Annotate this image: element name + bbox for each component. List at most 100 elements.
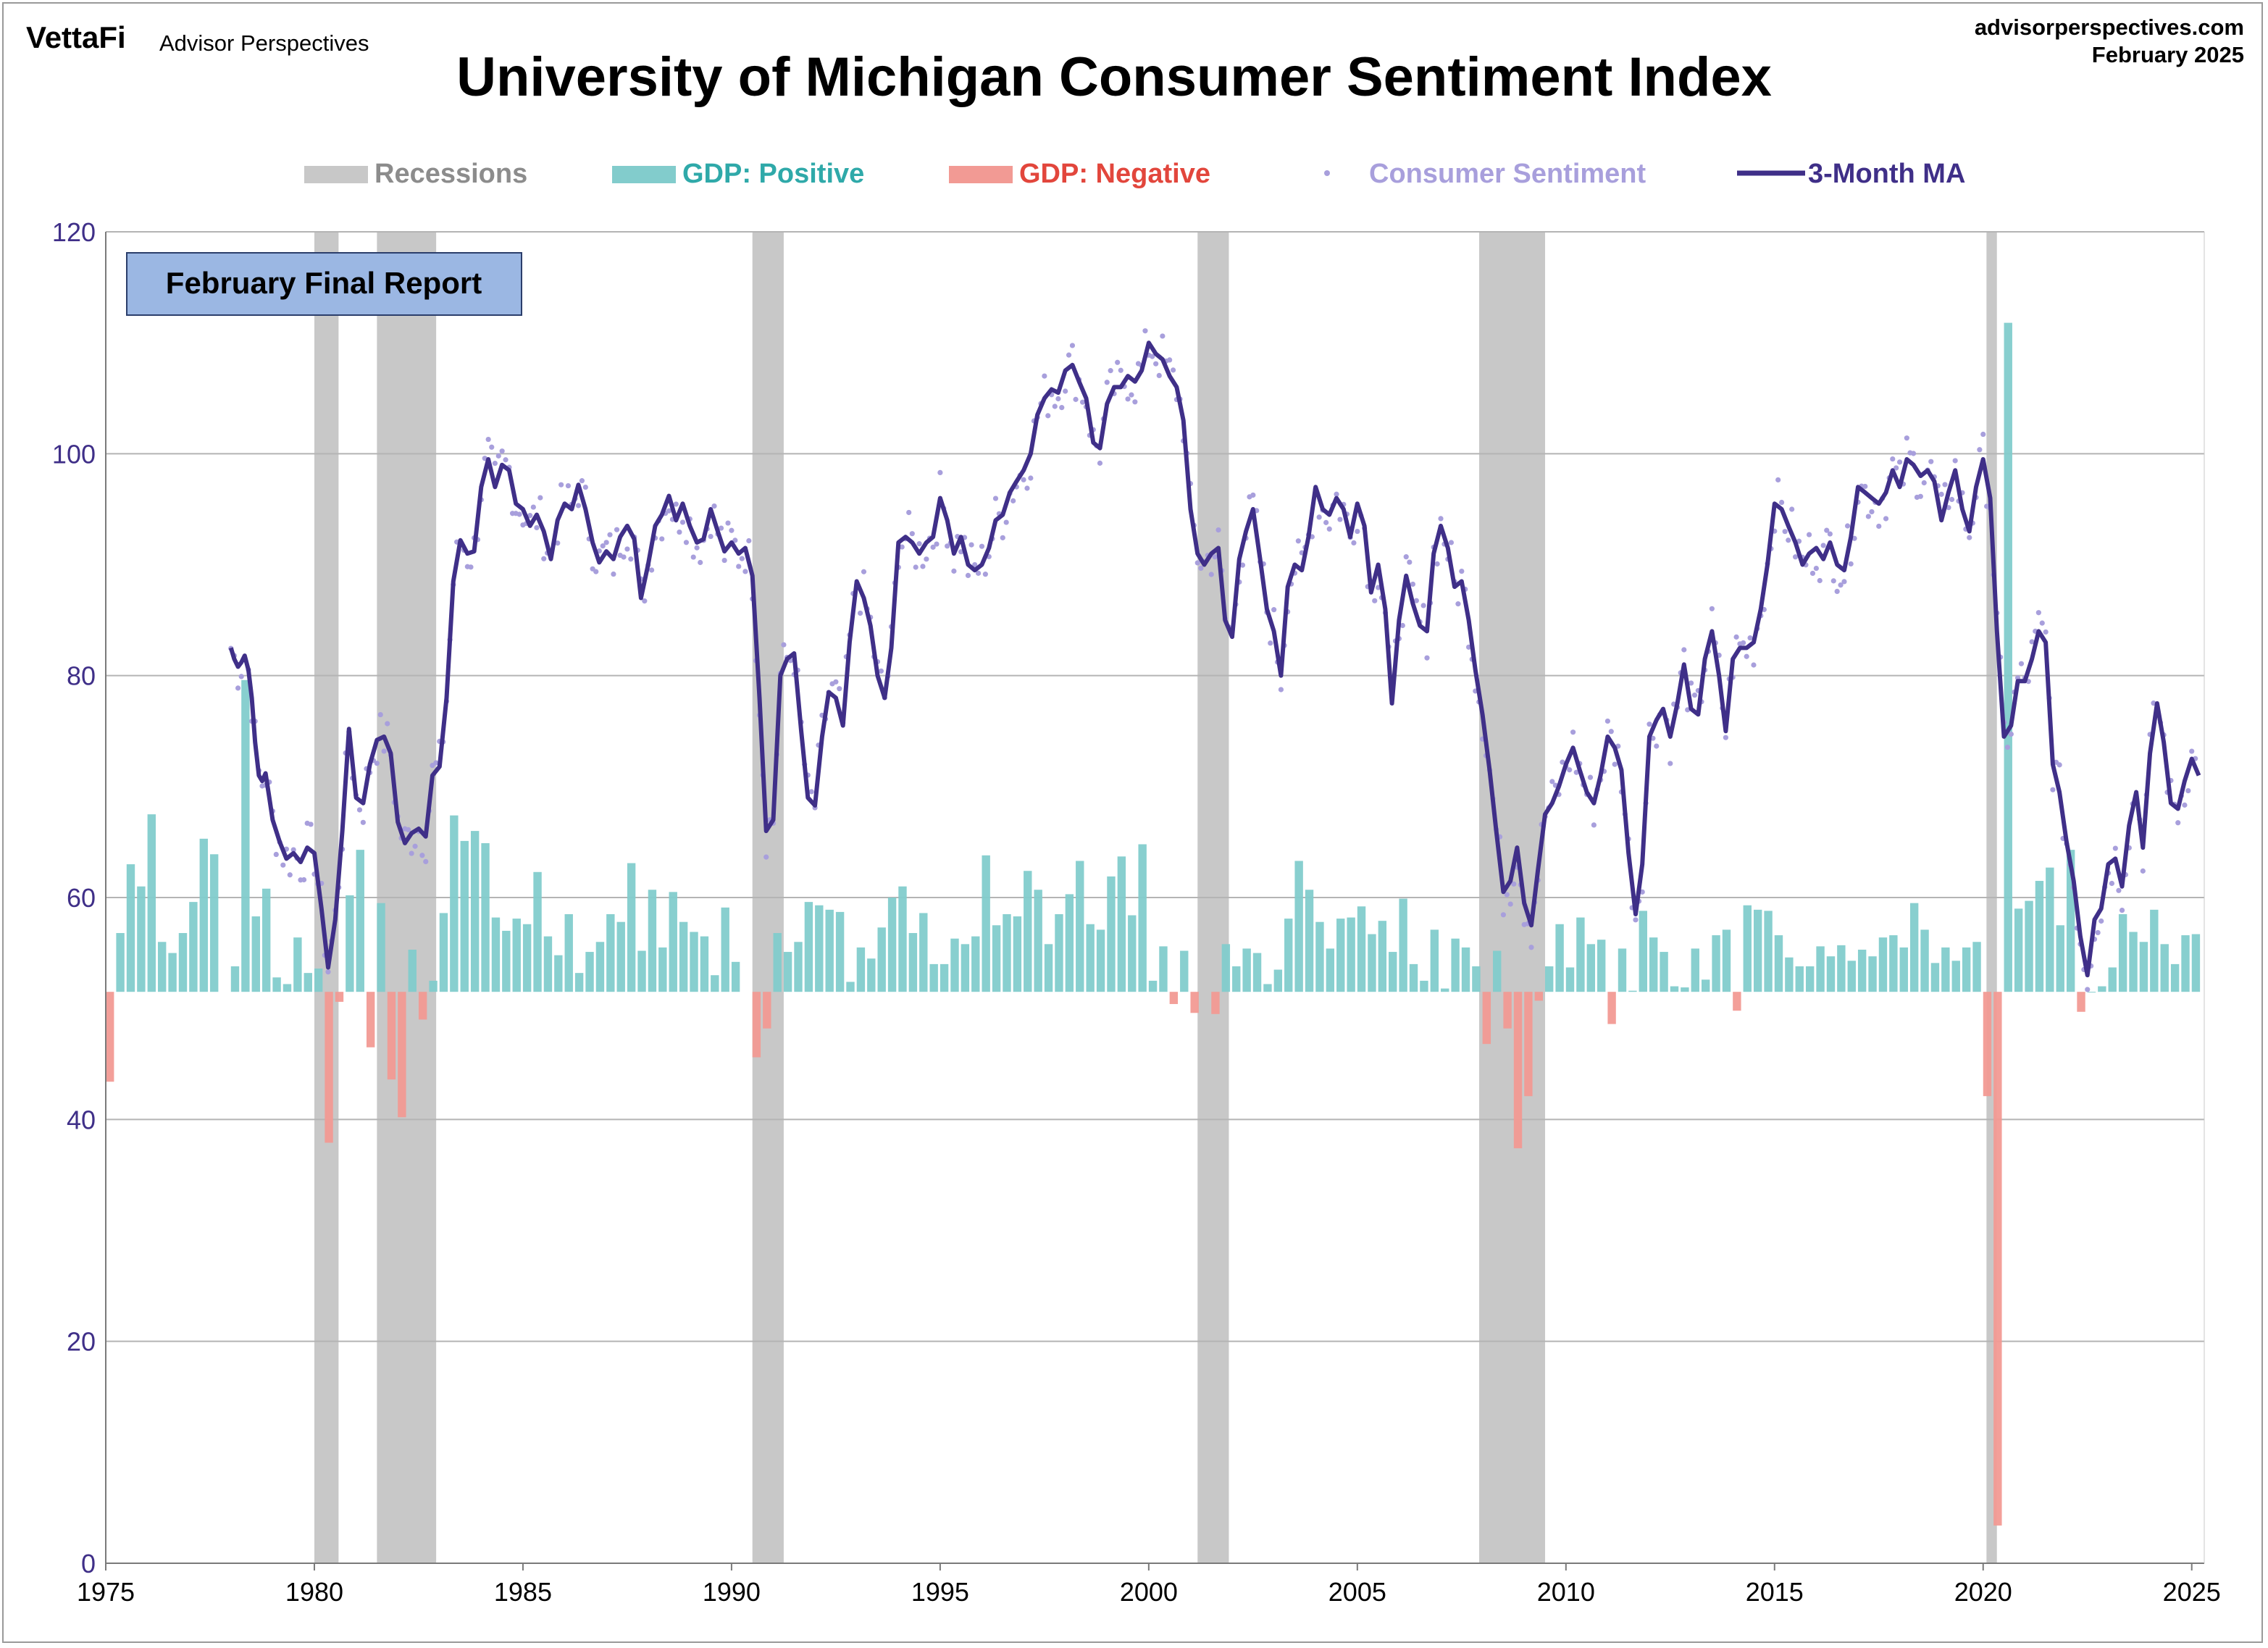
- sentiment-dot: [2095, 929, 2101, 936]
- gdp-bar-positive: [2025, 900, 2033, 992]
- sentiment-dot: [736, 564, 742, 569]
- gdp-bar-positive: [1816, 946, 1825, 992]
- sentiment-dot: [2112, 845, 2118, 851]
- sentiment-dot: [1775, 477, 1781, 483]
- gdp-bar-positive: [846, 982, 855, 992]
- sentiment-dot: [2029, 639, 2035, 645]
- sentiment-dot: [642, 598, 648, 604]
- sentiment-dot: [2004, 744, 2011, 750]
- gdp-bar-positive: [356, 850, 364, 992]
- gdp-bar-positive: [1024, 871, 1032, 992]
- sentiment-dot: [600, 543, 606, 549]
- sentiment-dot: [708, 533, 714, 540]
- gdp-bar-positive: [1753, 909, 1762, 992]
- sentiment-dot: [721, 557, 727, 564]
- gdp-bar-positive: [2150, 909, 2159, 992]
- gdp-bar-positive: [835, 911, 845, 992]
- sentiment-dot: [1438, 516, 1444, 522]
- sentiment-dot: [1250, 492, 1256, 498]
- gdp-bar-negative: [1513, 992, 1523, 1149]
- sentiment-dot: [2189, 748, 2195, 754]
- gdp-bar-positive: [439, 913, 448, 992]
- x-tick-label: 1980: [285, 1577, 343, 1607]
- sentiment-dot: [694, 545, 700, 551]
- gdp-bar-negative: [1211, 992, 1220, 1014]
- legend-gdp-positive-swatch: [612, 166, 676, 183]
- sentiment-dot: [968, 542, 974, 548]
- gdp-bar-positive: [2170, 963, 2180, 992]
- sentiment-dot: [468, 564, 474, 570]
- sentiment-dot: [1942, 482, 1948, 488]
- sentiment-dot: [1403, 554, 1409, 560]
- y-tick-label: 100: [52, 439, 96, 469]
- legend-sentiment-label: Consumer Sentiment: [1369, 159, 1646, 189]
- sentiment-dot: [1809, 570, 1816, 577]
- sentiment-dot: [878, 668, 884, 674]
- sentiment-dot: [499, 448, 505, 454]
- sentiment-dot: [628, 556, 634, 562]
- gdp-bar-positive: [1785, 957, 1794, 992]
- sentiment-dot: [1977, 447, 1983, 453]
- sentiment-dot: [1024, 485, 1030, 491]
- sentiment-dot: [861, 569, 867, 574]
- sentiment-dot: [385, 721, 390, 727]
- sentiment-dot: [356, 807, 363, 813]
- x-tick-label: 2010: [1537, 1577, 1595, 1607]
- gdp-bar-positive: [2098, 986, 2106, 992]
- sentiment-dot: [1778, 499, 1785, 506]
- gdp-bar-positive: [1743, 905, 1752, 992]
- gdp-bar-positive: [1409, 963, 1418, 992]
- gdp-bar-positive: [658, 947, 667, 992]
- sentiment-dot: [308, 821, 314, 827]
- sentiment-dot: [916, 541, 922, 547]
- x-tick-label: 1990: [703, 1577, 761, 1607]
- gdp-bar-positive: [168, 953, 177, 992]
- gdp-bar-positive: [1252, 953, 1262, 992]
- sentiment-dot: [1153, 361, 1159, 367]
- sentiment-dot: [2050, 787, 2056, 792]
- sentiment-dot: [1792, 554, 1799, 560]
- gdp-bar-positive: [1628, 990, 1637, 992]
- sentiment-dot: [1326, 526, 1332, 532]
- gdp-bar-positive: [1649, 937, 1658, 992]
- sentiment-dot: [1212, 554, 1218, 560]
- sentiment-dot: [1633, 917, 1639, 923]
- sentiment-dot: [1570, 729, 1576, 735]
- sentiment-dot: [1372, 598, 1378, 603]
- gdp-bar-negative: [1983, 992, 1992, 1097]
- gdp-bar-positive: [1044, 944, 1053, 992]
- gdp-bar-positive: [1962, 947, 1971, 992]
- sentiment-dot: [1239, 562, 1246, 568]
- gdp-bar-positive: [502, 930, 511, 992]
- sentiment-dot: [1021, 477, 1026, 482]
- sentiment-dot: [1604, 718, 1610, 724]
- sentiment-dot: [673, 501, 679, 507]
- sentiment-dot: [360, 819, 366, 825]
- site-url: advisorperspectives.com: [1975, 14, 2244, 40]
- gdp-bar-positive: [1826, 956, 1836, 992]
- sentiment-dot: [909, 531, 915, 537]
- brand-subtitle: Advisor Perspectives: [159, 30, 369, 56]
- gdp-bar-positive: [616, 921, 625, 992]
- sentiment-dot: [1323, 519, 1329, 525]
- sentiment-dot: [1921, 480, 1927, 486]
- sentiment-dot: [1271, 607, 1277, 613]
- gdp-bar-positive: [731, 961, 740, 992]
- sentiment-dot: [2039, 620, 2045, 626]
- gdp-bar-positive: [690, 932, 698, 992]
- sentiment-dot: [1789, 506, 1795, 512]
- gdp-bar-negative: [1169, 992, 1179, 1005]
- legend-ma-label: 3-Month MA: [1808, 159, 1965, 189]
- sentiment-dot: [2056, 762, 2062, 768]
- legend: Recessions GDP: Positive GDP: Negative C…: [304, 159, 1965, 189]
- sentiment-dot: [534, 524, 540, 531]
- gdp-bar-positive: [1576, 917, 1585, 992]
- sentiment-dot: [1150, 354, 1155, 359]
- gdp-bar-negative: [1993, 992, 2002, 1526]
- brand-logo: VettaFi: [26, 20, 126, 54]
- gdp-bar-positive: [1451, 938, 1460, 992]
- sentiment-dot: [1129, 392, 1134, 398]
- gdp-bar-negative: [387, 992, 396, 1080]
- sentiment-dot: [1830, 578, 1836, 584]
- gdp-bar-positive: [377, 903, 385, 992]
